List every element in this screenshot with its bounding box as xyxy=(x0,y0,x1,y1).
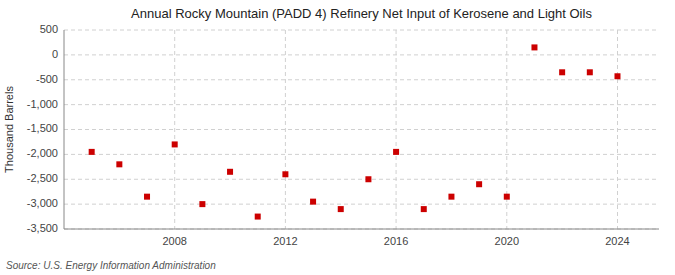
x-grid-line xyxy=(617,30,618,229)
y-grid-line xyxy=(64,204,659,205)
y-tick-label: -3,500 xyxy=(27,222,58,234)
x-tick-label: 2016 xyxy=(384,235,408,247)
point xyxy=(338,206,344,212)
point xyxy=(89,149,95,155)
y-tick-label: -3,000 xyxy=(27,197,58,209)
point xyxy=(587,69,593,75)
grid xyxy=(64,30,659,229)
source-note: Source: U.S. Energy Information Administ… xyxy=(6,260,216,271)
point xyxy=(116,161,122,167)
y-grid-line xyxy=(64,79,659,80)
y-grid-line xyxy=(64,30,659,31)
x-tick-label: 2020 xyxy=(495,235,519,247)
y-tick-label: -1,000 xyxy=(27,98,58,110)
points xyxy=(89,44,621,219)
x-grid-line xyxy=(285,30,286,229)
x-axis-line xyxy=(64,229,659,230)
y-tick-label: -500 xyxy=(36,73,58,85)
point xyxy=(255,214,261,220)
point xyxy=(199,201,205,207)
point xyxy=(448,194,454,200)
x-grid-line xyxy=(174,30,175,229)
point xyxy=(476,181,482,187)
y-grid-line xyxy=(64,229,659,230)
point xyxy=(144,194,150,200)
y-tick-label: -2,000 xyxy=(27,147,58,159)
y-tick-label: -2,500 xyxy=(27,172,58,184)
chart: Annual Rocky Mountain (PADD 4) Refinery … xyxy=(0,0,675,275)
y-axis-line xyxy=(64,30,65,229)
x-tick-label: 2008 xyxy=(162,235,186,247)
point xyxy=(282,171,288,177)
y-tick-label: -1,500 xyxy=(27,122,58,134)
y-tick-label: 0 xyxy=(52,48,58,60)
x-grid-line xyxy=(396,30,397,229)
point xyxy=(559,69,565,75)
axes: 500 0 -500 -1,000 -1,500 -2,000 -2,500 -3,000 -3… xyxy=(27,23,659,247)
y-tick-label: 500 xyxy=(40,23,58,35)
point xyxy=(172,141,178,147)
x-tick-label: 2012 xyxy=(273,235,297,247)
point xyxy=(614,73,620,79)
point xyxy=(504,194,510,200)
y-grid-line xyxy=(64,104,659,105)
y-grid-line xyxy=(64,179,659,180)
y-grid-line xyxy=(64,54,659,55)
title: Annual Rocky Mountain (PADD 4) Refinery … xyxy=(131,6,592,21)
point xyxy=(227,169,233,175)
point xyxy=(393,149,399,155)
point xyxy=(365,176,371,182)
x-tick-label: 2024 xyxy=(605,235,629,247)
y-axis-label: Thousand Barrels xyxy=(3,86,15,173)
point xyxy=(421,206,427,212)
point xyxy=(310,199,316,205)
y-grid-line xyxy=(64,154,659,155)
point xyxy=(531,44,537,50)
y-grid-line xyxy=(64,129,659,130)
